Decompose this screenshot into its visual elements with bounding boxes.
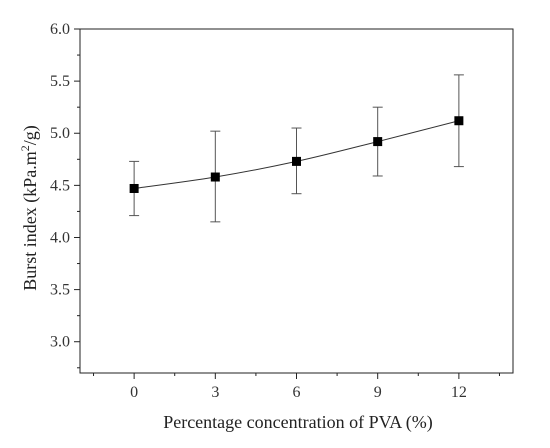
- y-tick-label: 6.0: [50, 21, 70, 38]
- y-tick-label: 3.5: [50, 282, 70, 299]
- data-point-marker: [373, 137, 383, 147]
- y-tick-label: 5.5: [50, 73, 70, 90]
- y-axis: 3.0 3.5 4.0 4.5 5.0 5.5 6.0: [50, 21, 80, 369]
- x-tick-label: 3: [211, 384, 219, 401]
- x-axis-title: Percentage concentration of PVA (%): [163, 412, 433, 433]
- y-tick-label: 4.0: [50, 229, 70, 246]
- y-axis-title-tail: /g): [20, 125, 41, 145]
- plot-frame: [79, 28, 514, 374]
- data-point-marker: [292, 156, 301, 166]
- x-tick-label: 12: [451, 384, 467, 401]
- x-tick-label: 6: [293, 384, 301, 401]
- y-axis-title-main: Burst index (kPa.m: [20, 151, 41, 291]
- y-tick-label: 5.0: [50, 125, 70, 142]
- data-point-marker: [129, 183, 139, 193]
- y-axis-title-superscript: 2: [18, 145, 32, 151]
- y-tick-label: 3.0: [50, 334, 70, 351]
- series-layer: [129, 74, 464, 223]
- plot-border: [79, 28, 514, 374]
- data-point-marker: [210, 172, 220, 182]
- data-point-marker: [454, 116, 464, 126]
- x-tick-label: 9: [374, 384, 382, 401]
- x-axis: 0 3 6 9 12: [93, 373, 500, 401]
- x-tick-label: 0: [130, 384, 138, 401]
- y-axis-title: Burst index (kPa.m2/g): [18, 125, 41, 291]
- y-tick-label: 4.5: [50, 177, 70, 194]
